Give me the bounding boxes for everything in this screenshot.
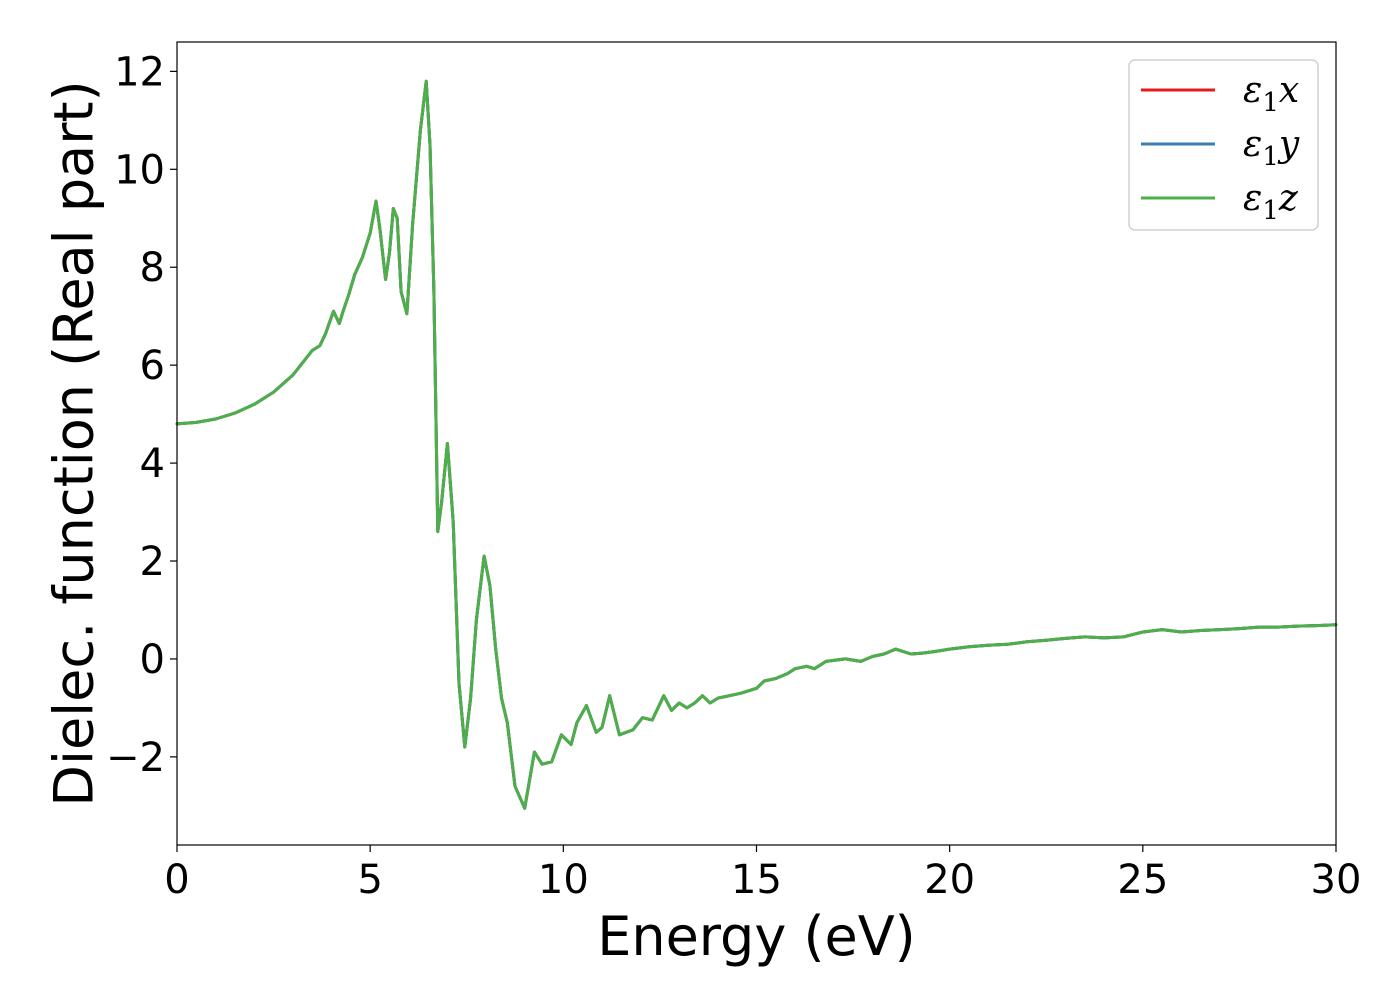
- x-axis-title: Energy (eV): [597, 905, 916, 968]
- y-tick-label: 12: [114, 49, 165, 95]
- x-tick-label: 20: [924, 857, 975, 903]
- x-tick-label: 25: [1117, 857, 1168, 903]
- y-tick-label: 6: [140, 343, 165, 389]
- series-line-z: [175, 79, 1338, 810]
- y-axis: −2 0 2 4 6 8 10 12: [106, 49, 177, 781]
- x-tick-label: 30: [1311, 857, 1362, 903]
- x-tick-label: 5: [357, 857, 382, 903]
- y-tick-label: 10: [114, 147, 165, 193]
- y-axis-title: Dielec. function (Real part): [43, 80, 106, 806]
- legend-box: [1128, 59, 1319, 231]
- y-tick-label: 4: [140, 441, 165, 487]
- y-tick-label: −2: [106, 735, 165, 781]
- x-tick-label: 0: [164, 857, 189, 903]
- y-tick-label: 8: [140, 245, 165, 291]
- x-axis: 0 5 10 15 20 25 30: [164, 845, 1361, 903]
- y-tick-label: 2: [140, 539, 165, 585]
- legend-label-y: ε1y: [1243, 124, 1300, 172]
- x-tick-label: 10: [538, 857, 589, 903]
- x-tick-label: 15: [731, 857, 782, 903]
- series-layer: [175, 79, 1338, 810]
- legend-label-x: ε1x: [1243, 70, 1299, 118]
- y-tick-label: 0: [140, 637, 165, 683]
- legend-label-z: ε1z: [1243, 178, 1299, 226]
- legend: ε1x ε1y ε1z: [1128, 59, 1319, 231]
